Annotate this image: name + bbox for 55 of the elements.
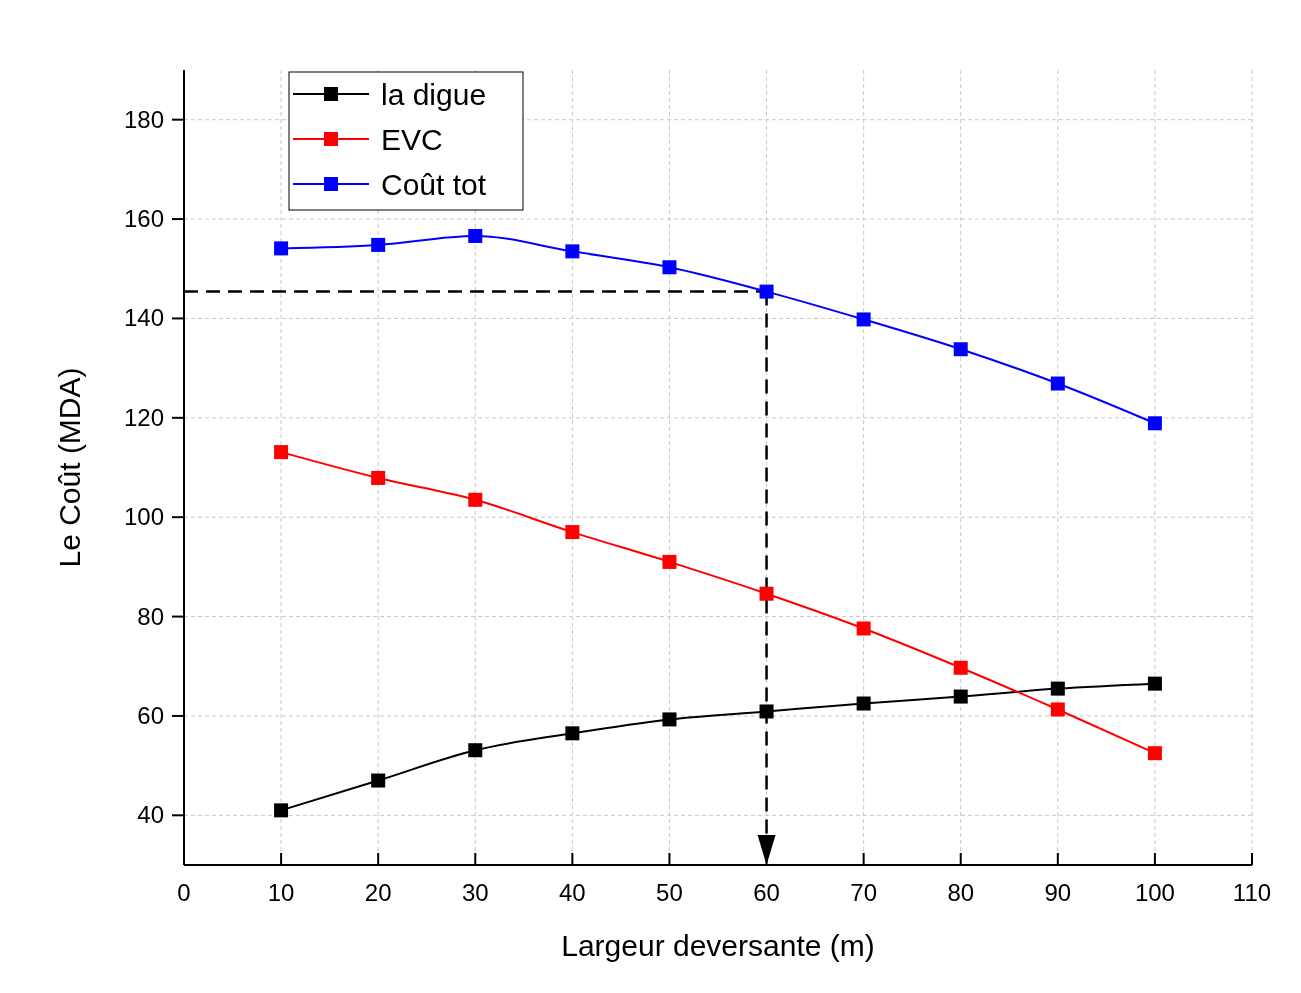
point: [953, 342, 968, 357]
y-tick-label: 180: [123, 105, 164, 133]
point: [371, 470, 386, 485]
point: [468, 743, 483, 758]
y-tick-label: 40: [137, 801, 164, 829]
y-tick-label: 140: [123, 304, 164, 332]
x-tick-label: 110: [1232, 879, 1272, 906]
point: [565, 726, 580, 741]
point: [371, 237, 386, 252]
point: [662, 554, 677, 569]
legend-label: EVC: [381, 123, 443, 156]
point: [1050, 702, 1065, 717]
y-tick-label: 120: [123, 403, 164, 431]
point: [953, 660, 968, 675]
point: [662, 712, 677, 727]
legend-label: la digue: [381, 78, 487, 111]
point: [274, 445, 289, 460]
x-tick-label: 60: [753, 879, 780, 906]
point: [1147, 676, 1162, 691]
point: [1050, 681, 1065, 696]
y-tick-label: 100: [123, 503, 164, 531]
x-tick-label: 20: [364, 879, 392, 906]
point: [662, 260, 677, 275]
point: [856, 312, 871, 327]
point: [274, 241, 289, 256]
y-tick-label: 60: [137, 701, 164, 729]
x-tick-label: 30: [461, 879, 489, 906]
point: [856, 621, 871, 636]
x-tick-label: 40: [559, 879, 586, 906]
point: [759, 704, 774, 719]
point: [1147, 746, 1162, 761]
x-tick-label: 70: [850, 879, 877, 906]
point: [1050, 376, 1065, 391]
x-tick-label: 10: [267, 879, 295, 906]
y-axis-title: Le Coût (MDA): [53, 367, 86, 568]
point: [565, 525, 580, 540]
point: [274, 803, 289, 818]
x-tick-label: 50: [656, 879, 683, 906]
y-tick-label: 80: [137, 602, 164, 630]
point: [856, 696, 871, 711]
point: [759, 586, 774, 601]
point: [468, 228, 483, 243]
y-tick-label: 160: [123, 205, 164, 233]
point: [1147, 416, 1162, 431]
x-tick-label: 0: [177, 879, 191, 906]
x-tick-label: 80: [947, 879, 975, 906]
legend-label: Coût tot: [381, 168, 487, 201]
point: [759, 284, 774, 299]
point: [953, 689, 968, 704]
point: [371, 773, 386, 788]
x-tick-label: 90: [1044, 879, 1072, 906]
x-axis-title: Largeur deversante (m): [561, 929, 875, 962]
x-tick-label: 100: [1134, 879, 1175, 906]
point: [468, 492, 483, 507]
point: [565, 244, 580, 259]
